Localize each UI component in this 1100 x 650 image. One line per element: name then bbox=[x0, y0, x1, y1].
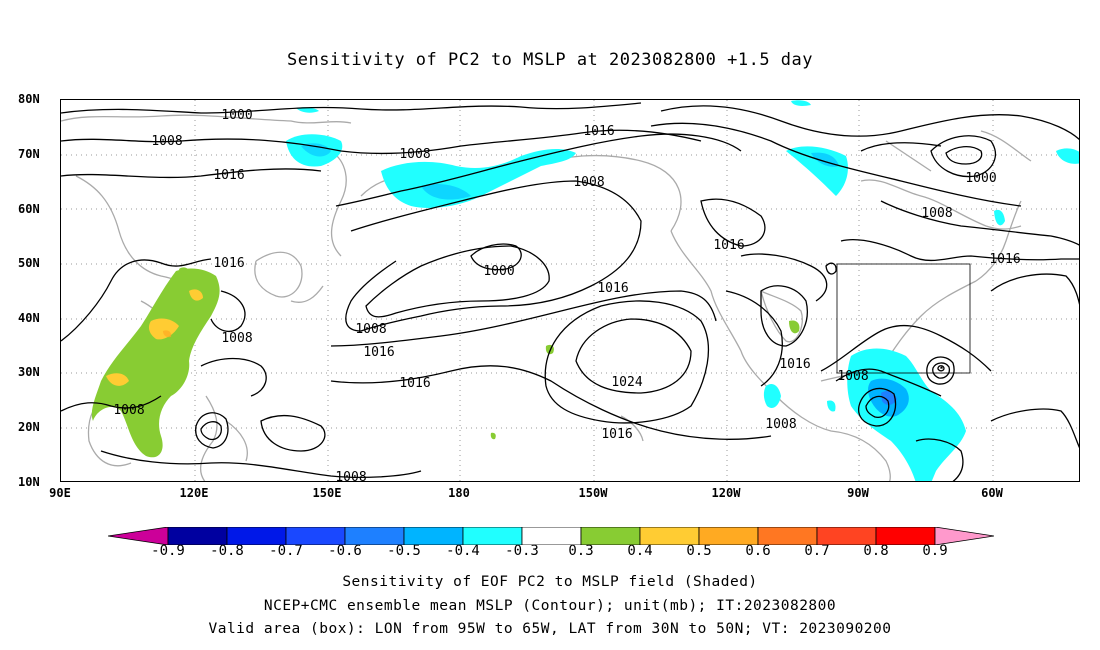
contour-label: 1024 bbox=[611, 375, 642, 390]
colorbar-tick-label: -0.3 bbox=[505, 543, 539, 559]
lat-label-30n: 30N bbox=[18, 365, 40, 379]
contour-label: 1008 bbox=[355, 322, 386, 337]
lat-label-10n: 10N bbox=[18, 475, 40, 489]
sensitivity-shading bbox=[91, 100, 1079, 481]
contour-label: 1008 bbox=[113, 403, 144, 418]
lon-label-180: 180 bbox=[448, 486, 470, 500]
colorbar-tick-label: -0.4 bbox=[446, 543, 480, 559]
contour-label: 1016 bbox=[779, 357, 810, 372]
lon-label-120w: 120W bbox=[711, 486, 741, 500]
contour-label-group: 1000 1008 1016 1008 1016 1008 1000 1008 … bbox=[113, 108, 1020, 482]
footer-line-3: Valid area (box): LON from 95W to 65W, L… bbox=[208, 621, 892, 637]
contour-label: 1008 bbox=[765, 417, 796, 432]
lon-label-60w: 60W bbox=[981, 486, 1003, 500]
lat-label-40n: 40N bbox=[18, 311, 40, 325]
colorbar bbox=[108, 527, 994, 545]
contour-label: 1016 bbox=[989, 252, 1020, 267]
lon-label-150e: 150E bbox=[312, 486, 342, 500]
colorbar-high-end bbox=[934, 527, 994, 545]
colorbar-tick-label: -0.6 bbox=[328, 543, 362, 559]
colorbar-tick-label: 0.5 bbox=[686, 543, 712, 559]
contour-label: 1016 bbox=[597, 281, 628, 296]
colorbar-tick-label: 0.9 bbox=[922, 543, 948, 559]
mslp-contours bbox=[61, 102, 1079, 481]
contour-label: 1000 bbox=[221, 108, 252, 123]
colorbar-tick-label: 0.8 bbox=[863, 543, 889, 559]
graticule bbox=[61, 100, 1079, 481]
contour-label: 1016 bbox=[363, 345, 394, 360]
contour-label: 1016 bbox=[601, 427, 632, 442]
map-canvas: 1000 1008 1016 1008 1016 1008 1000 1008 … bbox=[61, 100, 1079, 482]
footer-line-2: NCEP+CMC ensemble mean MSLP (Contour); u… bbox=[263, 598, 837, 614]
colorbar-tick-label: 0.6 bbox=[745, 543, 771, 559]
contour-label: 1016 bbox=[399, 376, 430, 391]
colorbar-tick-label: -0.8 bbox=[210, 543, 244, 559]
lat-label-70n: 70N bbox=[18, 147, 40, 161]
contour-label: 1016 bbox=[713, 238, 744, 253]
colorbar-tick-label: 0.7 bbox=[804, 543, 830, 559]
lon-label-120e: 120E bbox=[179, 486, 209, 500]
contour-label: 1008 bbox=[399, 147, 430, 162]
lat-label-60n: 60N bbox=[18, 202, 40, 216]
contour-label: 1008 bbox=[221, 331, 252, 346]
contour-label: 1016 bbox=[213, 168, 244, 183]
contour-label: 1008 bbox=[921, 206, 952, 221]
contour-label: 1008 bbox=[335, 470, 366, 482]
contour-label: 1000 bbox=[483, 264, 514, 279]
colorbar-tick-label: 0.4 bbox=[627, 543, 653, 559]
colorbar-tick-label: -0.5 bbox=[387, 543, 421, 559]
figure-title: Sensitivity of PC2 to MSLP at 2023082800… bbox=[286, 50, 813, 70]
lon-label-150w: 150W bbox=[578, 486, 608, 500]
contour-label: 1008 bbox=[151, 134, 182, 149]
contour-label: 1008 bbox=[573, 175, 604, 190]
lon-label-90e: 90E bbox=[49, 486, 71, 500]
contour-label: 1008 bbox=[837, 369, 868, 384]
lat-label-20n: 20N bbox=[18, 420, 40, 434]
colorbar-tick-label: -0.9 bbox=[151, 543, 185, 559]
lat-label-80n: 80N bbox=[18, 92, 40, 106]
contour-label: 1016 bbox=[583, 124, 614, 139]
contour-label: 1016 bbox=[213, 256, 244, 271]
valid-area-box bbox=[836, 263, 971, 374]
map-panel: 1000 1008 1016 1008 1016 1008 1000 1008 … bbox=[60, 99, 1080, 482]
lon-label-90w: 90W bbox=[847, 486, 869, 500]
contour-label: 1000 bbox=[965, 171, 996, 186]
colorbar-tick-label: 0.3 bbox=[568, 543, 594, 559]
lat-label-50n: 50N bbox=[18, 256, 40, 270]
colorbar-tick-label: -0.7 bbox=[269, 543, 303, 559]
footer-line-1: Sensitivity of EOF PC2 to MSLP field (Sh… bbox=[342, 574, 758, 590]
